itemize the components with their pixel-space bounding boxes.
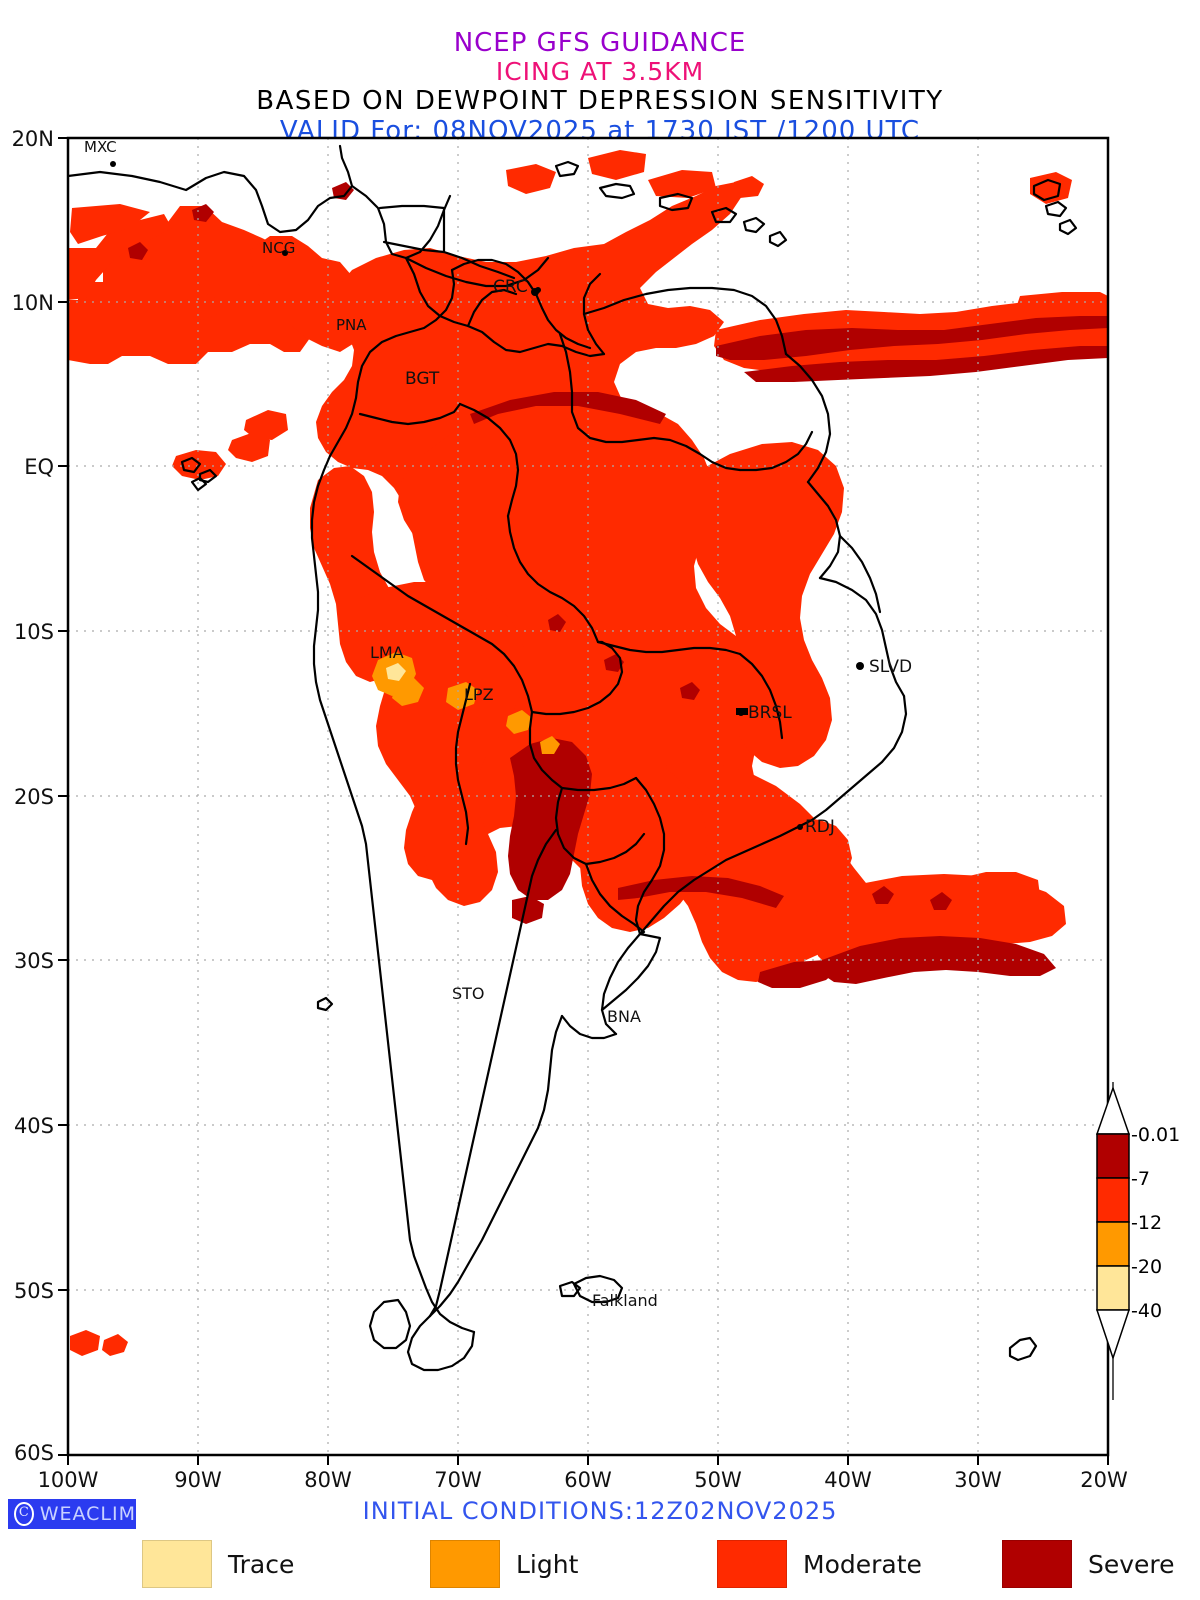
subtitle-product: ICING AT 3.5KM	[495, 57, 705, 86]
legend-swatch-light	[430, 1540, 500, 1588]
legend-item-moderate: Moderate	[717, 1540, 922, 1588]
legend-item-trace: Trace	[142, 1540, 294, 1588]
legend-item-severe: Severe	[1002, 1540, 1175, 1588]
x-tick-label: 90W	[174, 1468, 222, 1492]
map-label-rdj: RDJ	[805, 817, 835, 837]
icing-trace-regions	[386, 663, 406, 681]
x-tick-label: 30W	[954, 1468, 1002, 1492]
map-label-falkland: Falkland	[592, 1291, 658, 1310]
page-title: NCEP GFS GUIDANCE	[453, 28, 747, 58]
subtitle-method: BASED ON DEWPOINT DEPRESSION SENSITIVITY	[256, 86, 944, 116]
colorbar-tick-label: -20	[1131, 1256, 1162, 1278]
map-label-pna: PNA	[336, 316, 367, 334]
map-label-lpz: LPZ	[464, 685, 494, 704]
colorbar-tick-label: -40	[1131, 1300, 1162, 1322]
legend-label-light: Light	[516, 1549, 579, 1579]
map-label-layer: MXC NCG PNA CRC BGT LMA LPZ BRSL SLVD RD…	[84, 138, 912, 1310]
y-tick-label: 10N	[12, 291, 54, 315]
map-label-slvd: SLVD	[869, 657, 912, 677]
x-tick-label: 70W	[434, 1468, 482, 1492]
x-tick-label: 50W	[694, 1468, 742, 1492]
y-tick-label: 20S	[14, 785, 54, 809]
y-tick-label: 60S	[14, 1441, 54, 1465]
colorbar-tick-label: -0.01	[1131, 1124, 1180, 1146]
legend-swatch-moderate	[717, 1540, 787, 1588]
map-label-brsl: BRSL	[748, 703, 792, 723]
colorbar-tick-label: -7	[1131, 1168, 1150, 1190]
x-tick-label: 20W	[1080, 1468, 1128, 1492]
y-tick-label: 30S	[14, 949, 54, 973]
severity-legend: Trace Light Moderate Severe	[0, 1540, 1200, 1596]
colorbar-tick-label: -12	[1131, 1212, 1162, 1234]
y-tick-label: 50S	[14, 1279, 54, 1303]
legend-item-light: Light	[430, 1540, 578, 1588]
colorbar-band-severe	[1096, 1133, 1130, 1179]
initial-conditions-label: INITIAL CONDITIONS:12Z02NOV2025	[362, 1497, 838, 1525]
colorbar-tick-labels: -0.01 -7 -12 -20 -40	[1131, 1124, 1180, 1322]
map-label-ncg: NCG	[262, 239, 295, 257]
map-label-bgt: BGT	[405, 369, 440, 389]
colorbar-band-moderate	[1096, 1177, 1130, 1223]
grid-lines	[68, 138, 1108, 1455]
weaclim-logo-text: WEACLIM	[39, 1503, 136, 1525]
axis-ticks	[58, 137, 1109, 1465]
x-tick-label: 100W	[38, 1468, 99, 1492]
y-tick-label: 40S	[14, 1114, 54, 1138]
colorbar-extend-bottom	[1095, 1309, 1131, 1361]
colorbar-band-light	[1096, 1221, 1130, 1267]
weaclim-logo[interactable]: C WEACLIM	[8, 1499, 136, 1529]
y-tick-label: 10S	[14, 620, 54, 644]
legend-label-trace: Trace	[228, 1549, 295, 1579]
city-markers	[110, 161, 864, 830]
colorbar[interactable]: -0.01 -7 -12 -20 -40	[1095, 1082, 1180, 1400]
x-axis-tick-labels: 100W 90W 80W 70W 60W 50W 40W 30W 20W	[38, 1468, 1128, 1492]
legend-label-severe: Severe	[1088, 1549, 1175, 1579]
legend-label-moderate: Moderate	[803, 1549, 922, 1579]
colorbar-band-trace	[1096, 1265, 1130, 1311]
y-tick-label: 20N	[12, 127, 54, 151]
y-tick-label: EQ	[24, 455, 54, 479]
legend-swatch-severe	[1002, 1540, 1072, 1588]
x-tick-label: 60W	[564, 1468, 612, 1492]
x-tick-label: 80W	[304, 1468, 352, 1492]
y-axis-tick-labels: 20N 10N EQ 10S 20S 30S 40S 50S 60S	[12, 127, 54, 1465]
coastline-layer	[68, 144, 1078, 1372]
x-tick-label: 40W	[824, 1468, 872, 1492]
map-label-crc: CRC	[493, 277, 528, 297]
map-label-bna: BNA	[607, 1007, 641, 1026]
legend-swatch-trace	[142, 1540, 212, 1588]
map-label-mxc: MXC	[84, 138, 117, 156]
copyright-icon: C	[14, 1502, 34, 1526]
icing-contour-layer	[68, 150, 1108, 1356]
icing-severe-regions	[128, 182, 1108, 988]
map-label-lma: LMA	[370, 643, 404, 662]
map-label-sto: STO	[452, 984, 485, 1003]
